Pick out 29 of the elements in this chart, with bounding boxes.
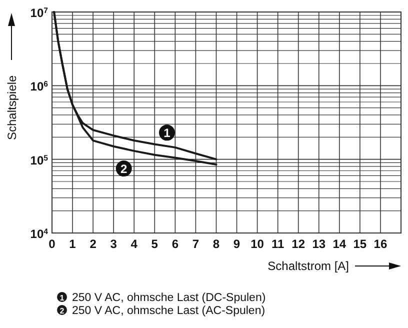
y-tick-label: 10$^{7}$ [30, 6, 48, 20]
x-tick-label: 7 [192, 237, 200, 251]
y-tick-label: 10$^{4}$ [30, 226, 49, 241]
annotation: 1 [164, 126, 171, 140]
x-tick-label: 14 [332, 237, 346, 251]
x-tick-label: 2 [90, 237, 97, 251]
y-tick-label: 10$^{5}$ [30, 152, 49, 168]
x-tick-label: 5 [151, 237, 158, 251]
x-tick-label: 0 [48, 237, 56, 251]
annotation: 2 [120, 162, 128, 176]
text: 2 [60, 306, 64, 316]
legend-label: 250 V AC, ohmsche Last (AC-Spulen) [72, 305, 266, 317]
x-tick-label: 6 [172, 237, 179, 251]
x-tick-label: 1 [69, 237, 76, 251]
x-tick-label: 12 [292, 237, 306, 251]
x-tick-label: 16 [374, 237, 388, 251]
y-tick-label: 10$^{6}$ [30, 79, 49, 94]
x-tick-label: 10 [250, 237, 264, 251]
x-tick-label: 11 [271, 237, 284, 251]
x-tick-label: 15 [353, 237, 367, 251]
x-tick-label: 13 [312, 237, 326, 251]
x-tick-label: 4 [130, 237, 138, 251]
x-tick-label: 8 [212, 237, 220, 251]
x-axis-title: Schaltstrom [A] [268, 259, 349, 273]
x-tick-label: 9 [233, 237, 240, 251]
x-tick-label: 3 [110, 237, 118, 251]
text: 1 [60, 294, 64, 302]
y-axis-title: Schaltspiele [5, 74, 19, 140]
legend-label: 250 V AC, ohmsche Last (DC-Spulen) [72, 292, 266, 304]
